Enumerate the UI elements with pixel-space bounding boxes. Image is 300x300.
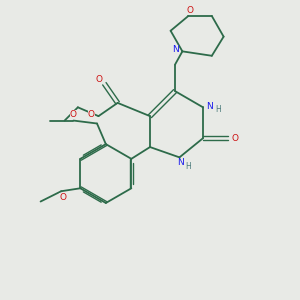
Text: O: O — [96, 75, 103, 84]
Text: O: O — [59, 193, 66, 202]
Text: O: O — [186, 6, 193, 15]
Text: H: H — [215, 105, 220, 114]
Text: N: N — [172, 45, 179, 54]
Text: O: O — [70, 110, 77, 118]
Text: N: N — [178, 158, 184, 167]
Text: N: N — [206, 102, 213, 111]
Text: O: O — [88, 110, 94, 119]
Text: O: O — [231, 134, 238, 143]
Text: H: H — [185, 162, 191, 171]
